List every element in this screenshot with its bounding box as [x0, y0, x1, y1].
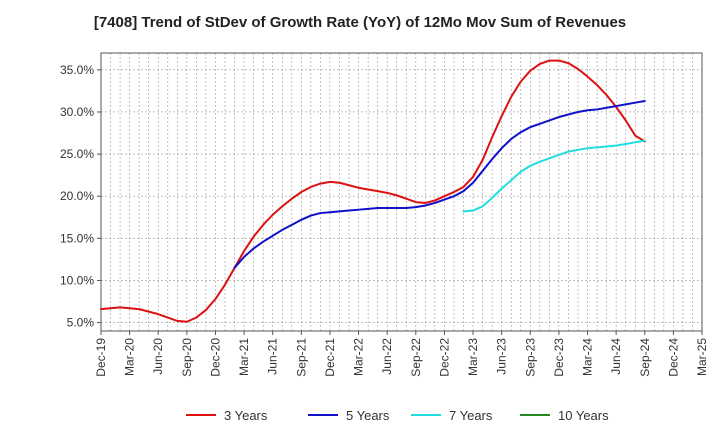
series-line-7-years	[462, 139, 646, 213]
legend-label-5-years: 5 Years	[346, 408, 390, 423]
chart-title: [7408] Trend of StDev of Growth Rate (Yo…	[93, 14, 627, 31]
x-tick-label: Dec-23	[552, 338, 566, 377]
x-tick-label: Dec-22	[437, 338, 451, 377]
x-tick-label: Jun-21	[266, 338, 280, 375]
y-tick-label: 30.0%	[60, 105, 94, 119]
x-tick-label: Mar-20	[123, 338, 137, 376]
x-tick-label: Jun-24	[609, 338, 623, 375]
x-tick-label: Mar-21	[237, 338, 251, 376]
grid	[100, 53, 703, 331]
x-tick-label: Sep-22	[409, 338, 423, 377]
x-tick-label: Dec-24	[666, 338, 680, 377]
series-line-5-years	[233, 100, 646, 269]
legend-label-10-years: 10 Years	[558, 408, 609, 423]
plot-frame	[100, 52, 703, 332]
x-tick-label: Jun-20	[151, 338, 165, 375]
legend-label-7-years: 7 Years	[449, 408, 493, 423]
legend: 3 Years 5 Years 7 Years 10 Years	[186, 408, 609, 423]
y-tick-label: 10.0%	[60, 273, 94, 287]
x-axis: Dec-19 Mar-20 Jun-20 Sep-20 Dec-20 Mar-21 Jun-…	[94, 331, 709, 377]
x-tick-label: Mar-25	[695, 338, 709, 376]
x-tick-label: Dec-21	[323, 338, 337, 377]
x-tick-label: Jun-22	[380, 338, 394, 375]
x-tick-label: Jun-23	[495, 338, 509, 375]
y-tick-label: 5.0%	[67, 316, 95, 330]
y-axis: 5.0% 10.0% 15.0% 20.0% 25.0% 30.0% 35.0%	[60, 63, 101, 330]
x-tick-label: Mar-22	[352, 338, 366, 376]
y-tick-label: 35.0%	[60, 63, 94, 77]
x-tick-label: Sep-20	[180, 338, 194, 377]
y-tick-label: 25.0%	[60, 147, 94, 161]
series-line-3-years	[100, 59, 646, 323]
series-lines	[100, 59, 646, 323]
x-tick-label: Sep-23	[523, 338, 537, 377]
x-tick-label: Dec-19	[94, 338, 108, 377]
x-tick-label: Dec-20	[208, 338, 222, 377]
y-tick-label: 15.0%	[60, 231, 94, 245]
y-tick-label: 20.0%	[60, 189, 94, 203]
x-tick-label: Sep-21	[294, 338, 308, 377]
x-tick-label: Mar-24	[581, 338, 595, 376]
x-tick-label: Mar-23	[466, 338, 480, 376]
x-tick-label: Sep-24	[638, 338, 652, 377]
legend-label-3-years: 3 Years	[224, 408, 268, 423]
